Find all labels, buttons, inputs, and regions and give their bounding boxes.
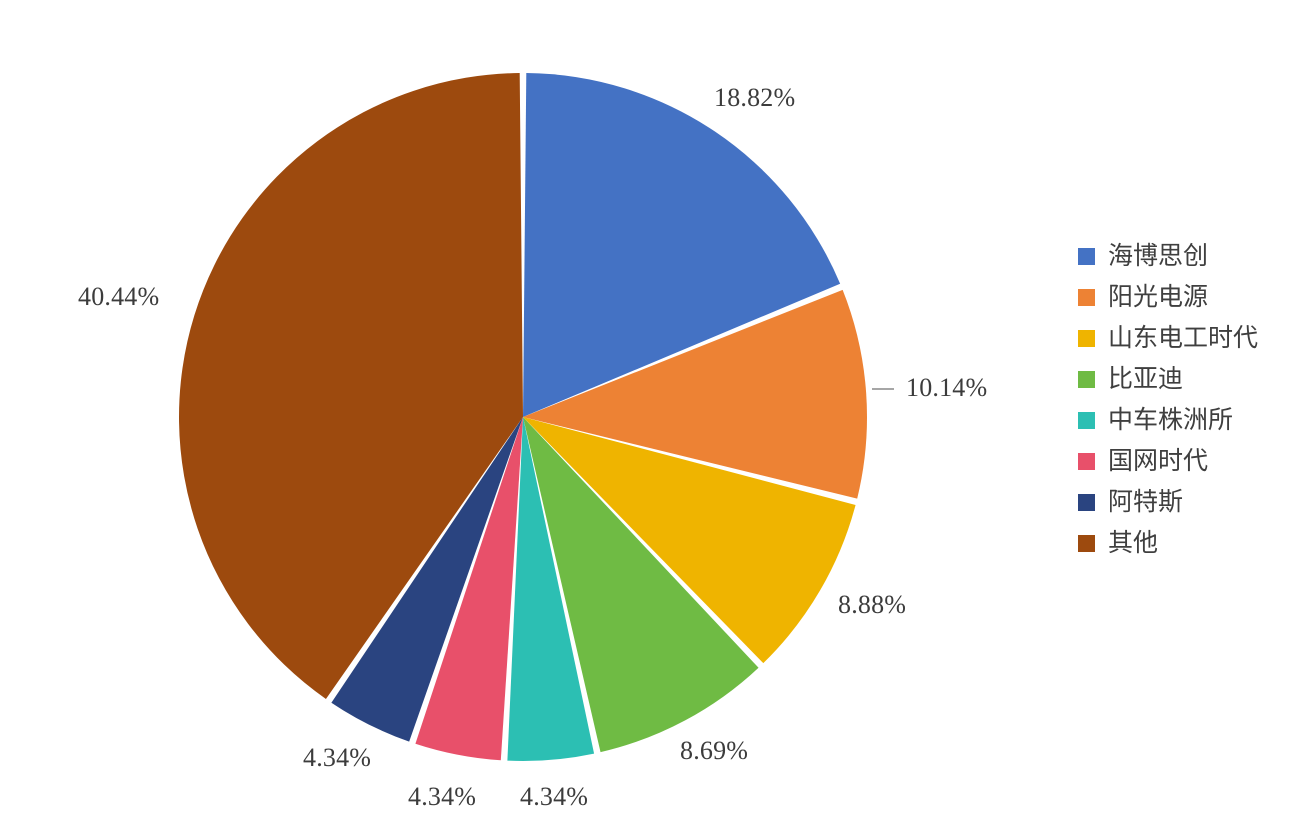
legend-item[interactable]: 海博思创: [1078, 236, 1302, 277]
slice-label-atesi: 4.34%: [303, 743, 372, 772]
pie-slice: [179, 73, 523, 699]
slice-label-guowangshidai: 4.34%: [408, 782, 477, 811]
legend-item-label: 阳光电源: [1108, 283, 1209, 311]
legend-item[interactable]: 其他: [1078, 523, 1302, 564]
legend-swatch-icon: [1078, 248, 1095, 265]
legend-swatch-icon: [1078, 371, 1095, 388]
legend: 海博思创阳光电源山东电工时代 比亚迪中车株洲所国网时代阿特斯其他: [1078, 236, 1302, 564]
slice-label-zhongchezhuzhousuo: 4.34%: [520, 782, 589, 811]
legend-item-label: 中车株洲所: [1108, 406, 1234, 434]
slice-label-biyadi: 8.69%: [680, 736, 749, 765]
legend-item-label: 山东电工时代: [1108, 324, 1259, 352]
legend-swatch-icon: [1078, 453, 1095, 470]
legend-item[interactable]: 山东电工时代: [1078, 318, 1302, 359]
pie-slice: [331, 417, 523, 742]
legend-item[interactable]: 中车株洲所: [1078, 400, 1302, 441]
legend-item-label: 海博思创: [1108, 242, 1209, 270]
pie-slice: [523, 289, 867, 499]
legend-item[interactable]: 阳光电源: [1078, 277, 1302, 318]
slice-label-haibosichuang: 18.82%: [714, 83, 796, 112]
legend-swatch-icon: [1078, 289, 1095, 306]
legend-item[interactable]: 国网时代: [1078, 441, 1302, 482]
legend-item-label: 其他: [1108, 529, 1159, 557]
legend-item[interactable]: 阿特斯: [1078, 482, 1302, 523]
pie-slice-group: [179, 73, 867, 762]
slice-label-shandongdiangongshidai: 8.88%: [838, 590, 907, 619]
slice-label-yangguangdianyuan: 10.14%: [906, 373, 988, 402]
leader-line-orange: [872, 388, 894, 390]
legend-swatch-icon: [1078, 330, 1095, 347]
legend-item[interactable]: 比亚迪: [1078, 359, 1302, 400]
legend-item-label: 阿特斯: [1108, 488, 1184, 516]
legend-swatch-icon: [1078, 494, 1095, 511]
legend-item-label: 比亚迪: [1108, 365, 1184, 393]
slice-label-qita: 40.44%: [78, 282, 160, 311]
pie-slice: [415, 417, 523, 761]
legend-item-label: 国网时代: [1108, 447, 1209, 475]
legend-swatch-icon: [1078, 412, 1095, 429]
pie-slice: [507, 417, 595, 762]
pie-slice: [523, 417, 856, 664]
pie-slice: [523, 417, 759, 753]
pie-slice: [523, 73, 841, 418]
legend-swatch-icon: [1078, 535, 1095, 552]
